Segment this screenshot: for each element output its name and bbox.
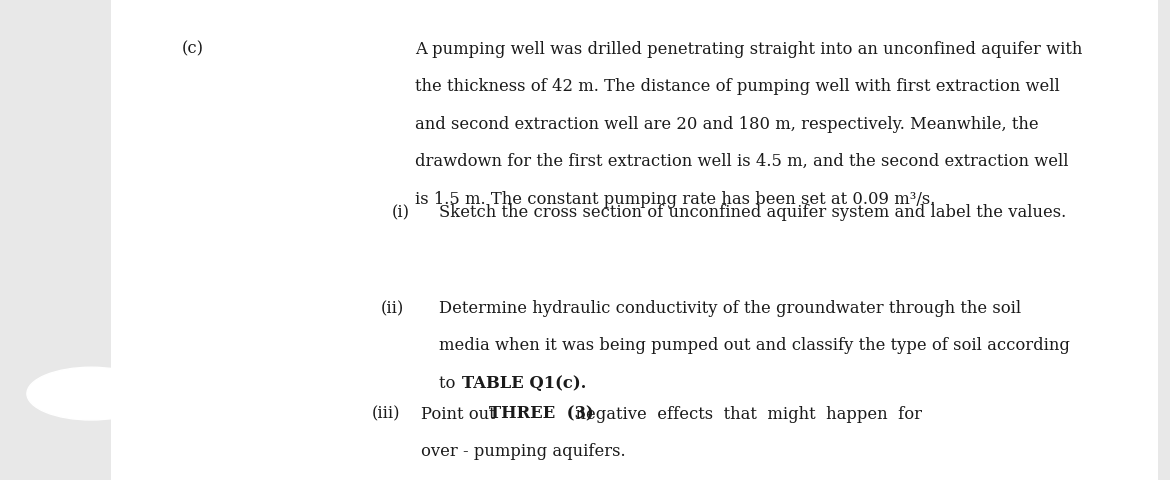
Text: the thickness of 42 m. The distance of pumping well with first extraction well: the thickness of 42 m. The distance of p…: [415, 78, 1060, 95]
Text: media when it was being pumped out and classify the type of soil according: media when it was being pumped out and c…: [439, 337, 1069, 354]
Text: to: to: [439, 375, 460, 392]
Text: (c): (c): [181, 41, 204, 58]
Text: (iii): (iii): [372, 406, 400, 422]
Text: is 1.5 m. The constant pumping rate has been set at 0.09 m³/s.: is 1.5 m. The constant pumping rate has …: [415, 191, 936, 207]
Text: over - pumping aquifers.: over - pumping aquifers.: [421, 443, 626, 460]
Text: (i): (i): [392, 204, 410, 221]
Text: THREE  (3): THREE (3): [489, 406, 593, 422]
Text: A pumping well was drilled penetrating straight into an unconfined aquifer with: A pumping well was drilled penetrating s…: [415, 41, 1082, 58]
Text: Sketch the cross section of unconfined aquifer system and label the values.: Sketch the cross section of unconfined a…: [439, 204, 1066, 221]
Text: and second extraction well are 20 and 180 m, respectively. Meanwhile, the: and second extraction well are 20 and 18…: [415, 116, 1039, 132]
Text: Point out: Point out: [421, 406, 507, 422]
Text: Determine hydraulic conductivity of the groundwater through the soil: Determine hydraulic conductivity of the …: [439, 300, 1021, 317]
Text: negative  effects  that  might  happen  for: negative effects that might happen for: [565, 406, 922, 422]
Text: (ii): (ii): [380, 300, 404, 317]
Text: drawdown for the first extraction well is 4.5 m, and the second extraction well: drawdown for the first extraction well i…: [415, 153, 1069, 170]
Text: TABLE Q1(c).: TABLE Q1(c).: [462, 375, 586, 392]
